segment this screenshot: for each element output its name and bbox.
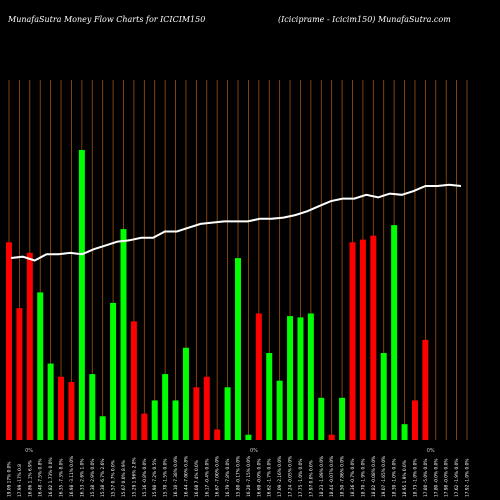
bar <box>380 353 387 440</box>
bar <box>58 376 65 440</box>
bar <box>26 252 33 440</box>
x-tick-label: 18.23 -1.89% 0.0% <box>319 456 325 497</box>
x-tick-label: 16.17 -0.4% 0.0% <box>204 459 210 497</box>
chart-title-right: (Iciciprame - Icicim150) MunafaSutra.com <box>278 15 451 24</box>
x-tick-label: 16.86 1.1% 6.9% <box>27 460 33 497</box>
bar <box>203 376 210 440</box>
bar <box>411 400 418 440</box>
bar <box>214 429 221 440</box>
bar <box>47 363 54 440</box>
x-tick-label: 15.38 -2.9% 0.0% <box>90 459 96 497</box>
x-tick-label: 15.98 -7.2% 0.5% <box>152 459 158 497</box>
x-tick-label: 18.82 -0.08% 0.0% <box>371 456 377 497</box>
bar <box>235 258 241 440</box>
x-tick-label: 17.75 -1.0% 0.0% <box>298 459 304 497</box>
x-tick-label: 15.67 0.0% 8.9% <box>121 460 127 497</box>
x-tick-label: 17.97 0.0% 0.0% <box>308 460 314 497</box>
x-tick-label: 16.44 -7.00% 0.8% <box>183 456 189 497</box>
x-tick-label: 17.80 -5.0% 0.0% <box>423 459 429 497</box>
bar <box>245 434 252 440</box>
bar <box>130 321 137 440</box>
x-tick-label: 15.38 -6.7% 2.6% <box>100 459 106 497</box>
bar <box>99 416 106 440</box>
x-tick-label: 16.69 -0.0% 0.0% <box>256 459 262 497</box>
bar <box>193 387 200 440</box>
x-tick-label: 15.80 -0.17% 0.0% <box>236 456 242 497</box>
bar <box>141 413 148 440</box>
bar <box>224 387 231 440</box>
x-tick-label: 16.82 1.73% 0.0% <box>48 457 54 497</box>
bar <box>16 308 23 440</box>
x-tick-label: 16.33 -2.6% 1.0% <box>79 459 85 497</box>
x-tick-label: 16.10 -7.38% 0.0% <box>173 456 179 497</box>
price-line <box>10 183 462 262</box>
x-tick-label: 16.79 -7.8% 0.0% <box>225 459 231 497</box>
x-tick-label: 17.98 -0.0% 0.0% <box>444 459 450 497</box>
x-tick-label: 19.07 -1.65% 0.0% <box>381 456 387 497</box>
bar <box>6 242 12 440</box>
bar <box>370 235 377 440</box>
bar <box>266 353 273 440</box>
bar <box>78 150 85 440</box>
bar <box>287 316 294 440</box>
percent-marker: 0% <box>25 448 33 454</box>
x-tick-label: 18.95 1.9% 0.0% <box>402 460 408 497</box>
x-axis-labels: 19.09 17% 0.0% 17.99 -17% 0.8 16.86 1.1% 6… <box>7 456 471 497</box>
x-tick-label: 16.35 -7.3% 8.0% <box>59 459 65 497</box>
x-tick-label: 18.73 -1.0% 0.0% <box>412 459 418 497</box>
x-tick-label: 16.98 -3.11% 0.0% <box>69 456 75 497</box>
x-tick-label: 16.67 -7.00% 0.0% <box>215 456 221 497</box>
percent-markers: 0% 0% 0% <box>25 448 435 454</box>
x-tick-label: 15.57 0.7% 0.0% <box>111 460 117 497</box>
bar <box>68 382 75 440</box>
percent-marker: 0% <box>250 448 258 454</box>
x-tick-label: 17.99 -17% 0.8 <box>17 464 23 497</box>
x-tick-label: 15.78 -1.5% 0.0% <box>163 459 169 497</box>
x-tick-label: 18.44 -0.07% 0.0% <box>329 456 335 497</box>
bar <box>318 397 325 440</box>
bar <box>89 374 96 440</box>
percent-marker: 0% <box>427 448 435 454</box>
bar <box>182 347 189 440</box>
x-tick-label: 18.36 -0.7% 0.0% <box>350 459 356 497</box>
bar <box>422 339 429 440</box>
bar-series <box>6 150 429 440</box>
x-tick-label: 16.62 -1.7% 0.0% <box>267 459 273 497</box>
x-tick-label: 16.08 7.4% 0.0% <box>194 460 200 497</box>
x-tick-label: 17.09 -2.16% 0.0% <box>277 456 283 497</box>
x-tick-label: 17.92 -1.0% 0.0% <box>465 459 471 497</box>
bar <box>255 313 262 440</box>
x-tick-label: 18.39 -1.0% 0.0% <box>392 459 398 497</box>
bar <box>328 434 335 440</box>
x-tick-label: 18.70 -1.9% 0.0% <box>360 459 366 497</box>
bar <box>339 397 346 440</box>
bar <box>391 225 398 440</box>
bar <box>307 313 314 440</box>
x-tick-label: 19.09 17% 0.0% <box>7 462 13 498</box>
bar <box>151 400 158 440</box>
bar <box>276 380 283 440</box>
bar <box>162 374 169 440</box>
x-tick-label: 15.29 1.96% 2.0% <box>131 457 137 497</box>
x-tick-label: 17.62 -1.9% 0.0% <box>454 459 460 497</box>
chart-title-left: MunafaSutra Money Flow Charts for ICICIM… <box>8 15 206 24</box>
bar <box>120 229 127 440</box>
bar <box>359 239 366 440</box>
x-tick-label: 17.24 -0.05% 0.0% <box>288 456 294 497</box>
bar <box>110 302 117 440</box>
bar <box>297 317 304 440</box>
bar <box>349 242 356 440</box>
x-tick-label: 18.50 -7.86% 0.0% <box>340 456 346 497</box>
bar <box>401 424 408 440</box>
bar <box>37 292 44 440</box>
bar <box>172 400 179 440</box>
x-tick-label: 15.16 -0.8% 0.0% <box>142 459 148 497</box>
x-tick-label: 16.48 -7.5% 0.8% <box>38 459 44 497</box>
x-tick-label: 16.20 -7.15% 0.0% <box>246 456 252 497</box>
x-tick-label: 17.80 -0.0% 0.0% <box>433 459 439 497</box>
